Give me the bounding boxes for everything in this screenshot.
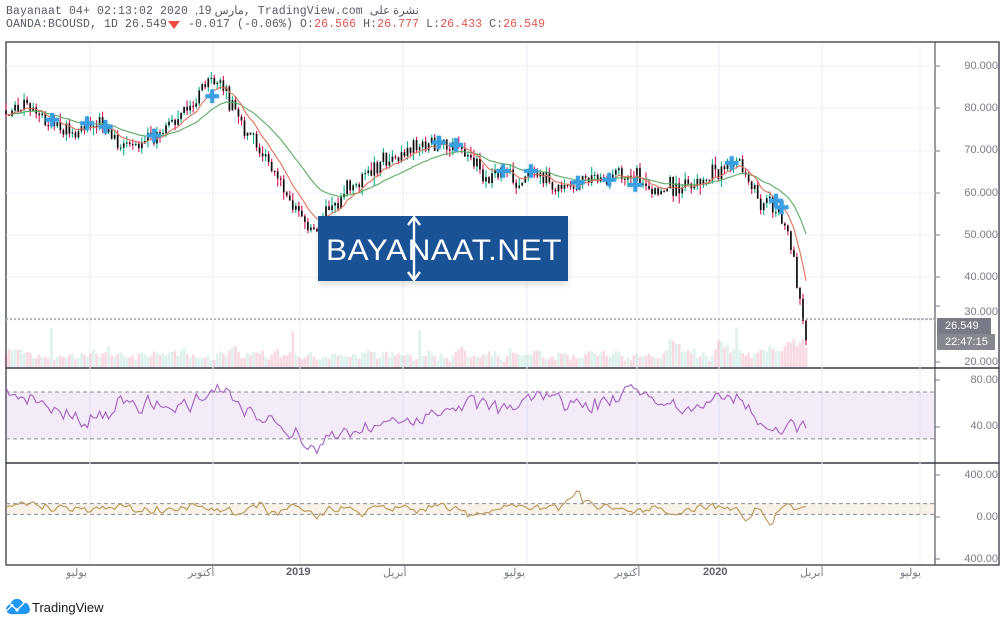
svg-text:BAYANAAT.NET: BAYANAAT.NET [326,234,562,267]
